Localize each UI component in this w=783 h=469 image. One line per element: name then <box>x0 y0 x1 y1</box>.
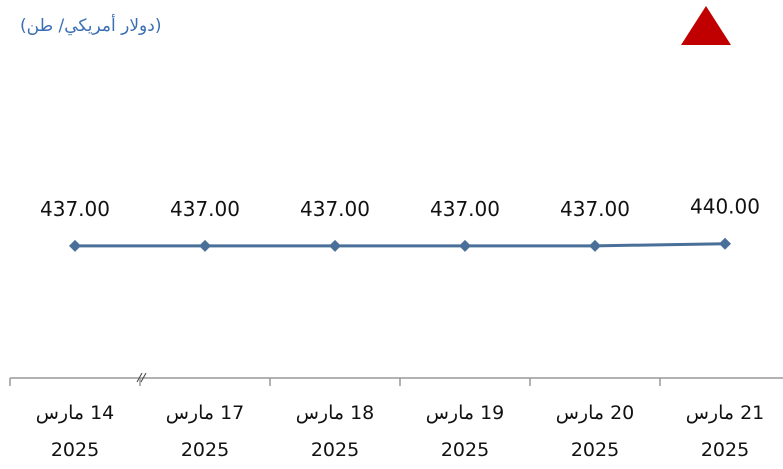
marker <box>589 239 601 252</box>
data-label: 437.00 <box>430 197 500 221</box>
x-tick-label: 17 مارس 2025 <box>165 402 245 461</box>
x-tick-label: 21 مارس 2025 <box>685 402 765 461</box>
data-label: 440.00 <box>690 195 760 219</box>
data-label: 437.00 <box>300 197 370 221</box>
x-tick-label: 20 مارس 2025 <box>555 402 635 461</box>
marker <box>329 239 341 252</box>
data-label: 437.00 <box>40 197 110 221</box>
axis-break <box>140 372 147 383</box>
marker <box>69 239 81 252</box>
data-label: 437.00 <box>560 197 630 221</box>
axis-break <box>136 372 143 383</box>
marker <box>459 239 471 252</box>
indicator-triangle <box>681 6 731 45</box>
line <box>75 242 726 248</box>
x-tick-label: 19 مارس 2025 <box>425 402 505 461</box>
marker <box>199 239 211 252</box>
x-tick-label: 18 مارس 2025 <box>295 402 375 461</box>
data-label: 437.00 <box>170 197 240 221</box>
chart-title: (دولار أمريكي/ طن) <box>20 16 162 36</box>
x-tick-label: 14 مارس 2025 <box>35 402 115 461</box>
marker <box>719 237 731 250</box>
